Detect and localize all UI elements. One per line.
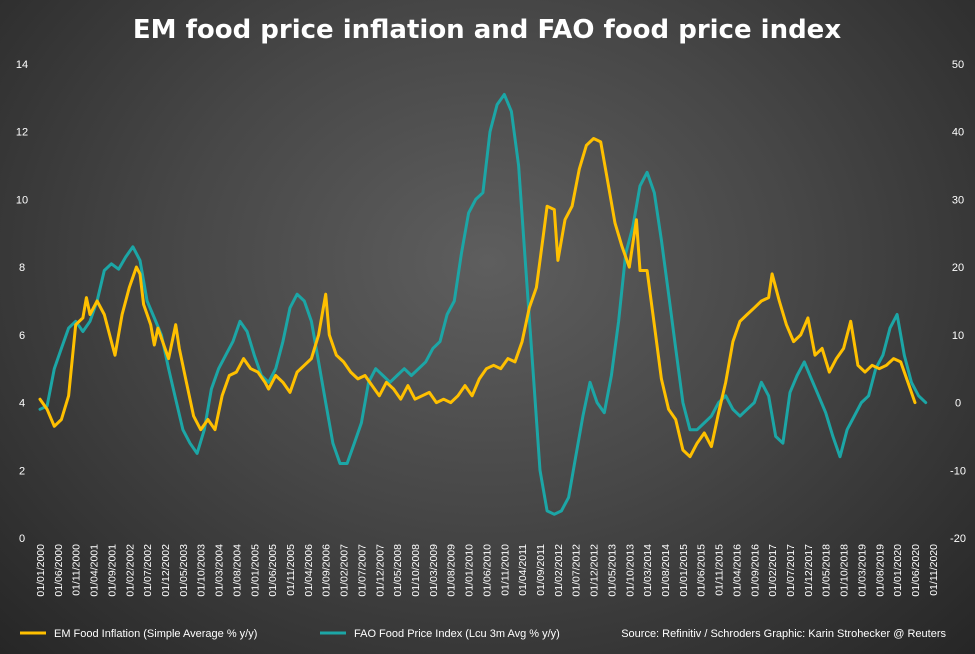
x-tick-label: 01/02/2017 — [767, 544, 779, 597]
left-y-tick-label: 10 — [16, 194, 28, 206]
x-tick-label: 01/11/2005 — [285, 544, 297, 596]
x-tick-label: 01/05/2013 — [606, 544, 618, 597]
x-tick-label: 01/12/2012 — [589, 544, 601, 597]
x-tick-label: 01/12/2017 — [803, 544, 815, 597]
right-y-tick-label: -10 — [950, 465, 966, 477]
x-tick-label: 01/02/2012 — [553, 544, 565, 597]
x-tick-label: 01/02/2007 — [339, 544, 351, 597]
x-tick-label: 01/06/2015 — [696, 544, 708, 597]
left-y-tick-label: 0 — [19, 533, 25, 545]
right-y-tick-label: 50 — [952, 59, 964, 71]
x-tick-label: 01/07/2012 — [571, 544, 583, 597]
x-tick-label: 01/08/2009 — [446, 544, 458, 597]
x-tick-label: 01/08/2004 — [231, 544, 243, 597]
x-tick-label: 01/02/2002 — [124, 544, 136, 597]
x-tick-label: 01/10/2008 — [410, 544, 422, 597]
x-tick-label: 01/06/2000 — [53, 544, 65, 597]
x-tick-label: 01/04/2016 — [731, 544, 743, 597]
x-tick-label: 01/07/2002 — [142, 544, 154, 597]
x-axis-ticks: 01/01/2000 01/06/2000 01/11/2000 01/04/2001… — [35, 544, 940, 597]
x-tick-label: 01/09/2001 — [106, 544, 118, 597]
chart-title: EM food price inflation and FAO food pri… — [133, 15, 841, 45]
x-tick-label: 01/09/2016 — [749, 544, 761, 597]
series-line-fao-food-price-index — [38, 93, 928, 516]
series-line-em-food-inflation — [38, 137, 917, 459]
right-y-tick-label: 30 — [952, 194, 964, 206]
x-tick-label: 01/12/2007 — [374, 544, 386, 597]
x-tick-label: 01/11/2010 — [499, 544, 511, 596]
x-tick-label: 01/01/2020 — [892, 544, 904, 597]
x-tick-label: 01/01/2005 — [249, 544, 261, 597]
x-tick-label: 01/11/2015 — [714, 544, 726, 596]
x-tick-label: 01/07/2007 — [356, 544, 368, 597]
legend: EM Food Inflation (Simple Average % y/y)… — [20, 628, 560, 640]
left-y-tick-label: 14 — [16, 59, 28, 71]
x-tick-label: 01/11/2020 — [928, 544, 940, 596]
left-y-axis-ticks: 0 2 4 6 8 10 12 14 — [16, 59, 28, 545]
left-y-tick-label: 4 — [19, 398, 25, 410]
series-lines — [38, 93, 928, 516]
left-y-tick-label: 6 — [19, 330, 25, 342]
x-tick-label: 01/06/2010 — [481, 544, 493, 597]
right-y-axis-ticks: -20 -10 0 10 20 30 40 50 — [950, 59, 966, 545]
x-tick-label: 01/01/2000 — [35, 544, 47, 597]
x-tick-label: 01/04/2001 — [89, 544, 101, 597]
right-y-tick-label: -20 — [950, 533, 966, 545]
x-tick-label: 01/12/2002 — [160, 544, 172, 597]
x-tick-label: 01/09/2006 — [321, 544, 333, 597]
x-tick-label: 01/03/2009 — [428, 544, 440, 597]
source-credit: Source: Refinitiv / Schroders Graphic: K… — [621, 628, 946, 640]
x-tick-label: 01/01/2015 — [678, 544, 690, 597]
x-tick-label: 01/06/2005 — [267, 544, 279, 597]
right-y-tick-label: 0 — [955, 398, 961, 410]
x-tick-label: 01/08/2014 — [660, 544, 672, 597]
right-y-tick-label: 10 — [952, 330, 964, 342]
x-tick-label: 01/04/2006 — [303, 544, 315, 597]
x-tick-label: 01/05/2018 — [821, 544, 833, 597]
x-tick-label: 01/10/2003 — [196, 544, 208, 597]
right-y-tick-label: 20 — [952, 262, 964, 274]
x-tick-label: 01/10/2013 — [624, 544, 636, 597]
x-tick-label: 01/05/2003 — [178, 544, 190, 597]
x-tick-label: 01/01/2010 — [464, 544, 476, 597]
x-tick-label: 01/06/2020 — [910, 544, 922, 597]
left-y-tick-label: 8 — [19, 262, 25, 274]
left-y-tick-label: 12 — [16, 127, 28, 139]
left-y-tick-label: 2 — [19, 465, 25, 477]
x-tick-label: 01/11/2000 — [71, 544, 83, 596]
x-tick-label: 01/09/2011 — [535, 544, 547, 596]
x-tick-label: 01/08/2019 — [874, 544, 886, 597]
x-tick-label: 01/03/2019 — [856, 544, 868, 597]
x-tick-label: 01/10/2018 — [839, 544, 851, 597]
legend-label-fao-food-price-index: FAO Food Price Index (Lcu 3m Avg % y/y) — [354, 628, 560, 640]
x-tick-label: 01/03/2004 — [214, 544, 226, 597]
legend-label-em-food-inflation: EM Food Inflation (Simple Average % y/y) — [54, 628, 257, 640]
right-y-tick-label: 40 — [952, 127, 964, 139]
x-tick-label: 01/03/2014 — [642, 544, 654, 597]
x-tick-label: 01/07/2017 — [785, 544, 797, 597]
x-tick-label: 01/04/2011 — [517, 544, 529, 596]
x-tick-label: 01/05/2008 — [392, 544, 404, 597]
